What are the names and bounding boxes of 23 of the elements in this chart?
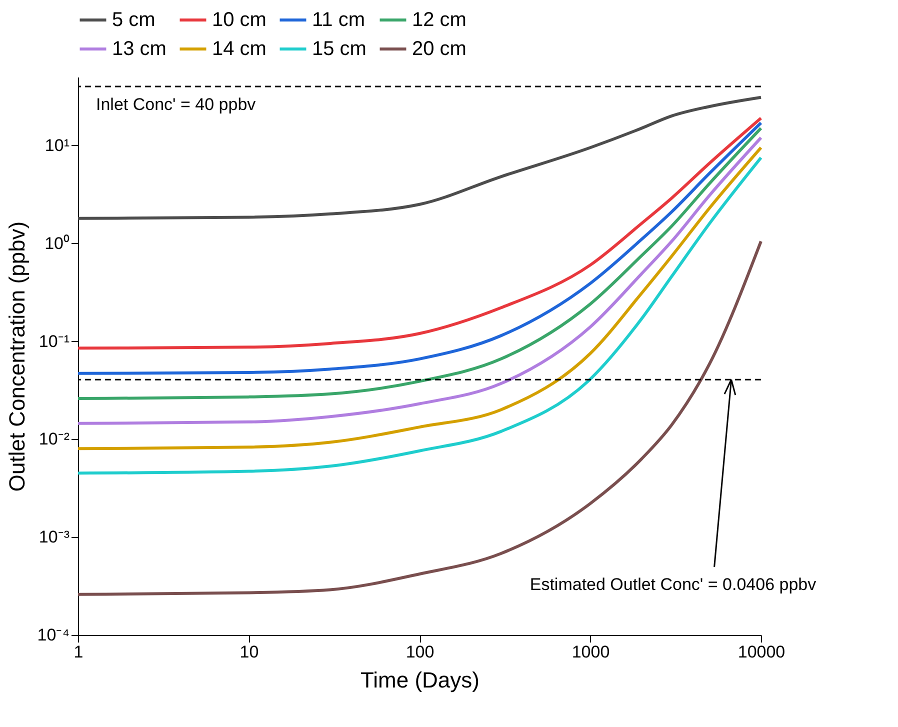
annotation: Inlet Conc' = 40 ppbv xyxy=(96,95,256,114)
y-tick-label: 10¹ xyxy=(44,136,70,155)
annotation: Estimated Outlet Conc' = 0.0406 ppbv xyxy=(530,575,817,594)
x-tick-label: 10000 xyxy=(738,642,786,662)
y-tick-label: 10⁻¹ xyxy=(38,332,70,351)
x-tick-label: 10 xyxy=(240,642,259,662)
legend-label: 12 cm xyxy=(412,9,466,31)
x-tick-label: 1 xyxy=(74,642,84,662)
y-tick-label: 10⁻³ xyxy=(38,528,70,547)
x-tick-label: 1000 xyxy=(572,642,610,662)
y-tick-label: 10⁰ xyxy=(44,234,70,253)
y-tick-label: 10⁻⁴ xyxy=(37,626,70,644)
x-axis-title: Time (Days) xyxy=(360,668,480,692)
legend-label: 20 cm xyxy=(412,38,466,60)
x-tick-label: 100 xyxy=(406,642,434,662)
legend-label: 10 cm xyxy=(212,9,266,31)
legend-label: 5 cm xyxy=(112,9,156,31)
legend-label: 11 cm xyxy=(312,9,365,31)
y-tick-label: 10⁻² xyxy=(38,430,70,449)
legend-label: 13 cm xyxy=(112,38,166,60)
legend-label: 14 cm xyxy=(212,38,266,60)
legend-label: 15 cm xyxy=(312,38,366,60)
y-axis-title: Outlet Concentration (ppbv) xyxy=(4,221,30,492)
